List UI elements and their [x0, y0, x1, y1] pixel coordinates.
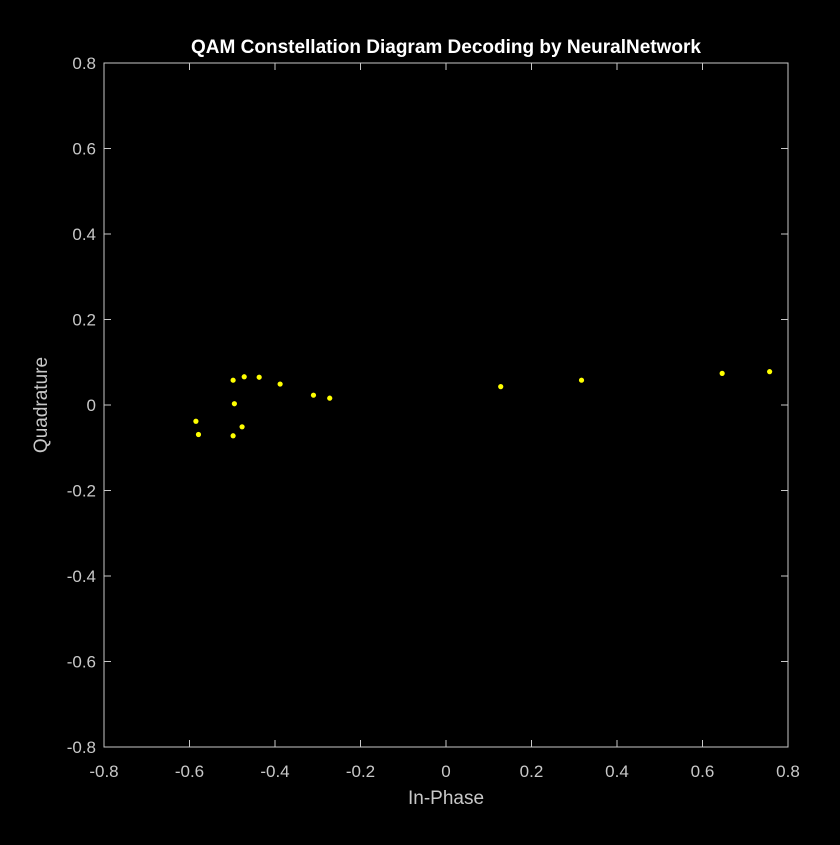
y-tick-label: 0: [87, 396, 96, 415]
data-point: [719, 370, 725, 376]
y-tick-label: 0.4: [72, 225, 96, 244]
chart-title: QAM Constellation Diagram Decoding by Ne…: [191, 37, 701, 58]
data-point: [241, 374, 247, 380]
x-tick-label: 0: [441, 762, 450, 781]
data-point: [277, 381, 283, 387]
ticks: -0.8 -0.6 -0.4 -0.2 0 0.2 0.4 0.6 0.8 -0.8 -0.6 -0.…: [67, 54, 800, 781]
y-tick-label: 0.8: [72, 54, 96, 73]
x-tick-label: 0.8: [776, 762, 800, 781]
data-point: [239, 424, 245, 430]
x-tick-label: 0.2: [520, 762, 544, 781]
y-tick-label: -0.2: [67, 482, 96, 501]
x-tick-label: -0.2: [346, 762, 375, 781]
data-point: [767, 369, 773, 375]
data-point: [230, 377, 236, 383]
data-point: [256, 374, 262, 380]
data-point: [310, 392, 317, 398]
x-tick-label: 0.6: [691, 762, 715, 781]
data-point: [578, 377, 585, 383]
data-points: [193, 369, 773, 439]
data-point: [230, 433, 236, 439]
data-point: [193, 418, 199, 424]
x-tick-label: 0.4: [605, 762, 629, 781]
data-point: [195, 431, 202, 438]
x-axis-label: In-Phase: [408, 788, 484, 809]
y-tick-label: -0.6: [67, 653, 96, 672]
y-axis-label: Quadrature: [31, 357, 52, 453]
x-tick-label: -0.8: [89, 762, 118, 781]
y-tick-label: 0.2: [72, 311, 96, 330]
y-tick-label: -0.8: [67, 738, 96, 757]
data-point: [231, 401, 237, 407]
y-tick-label: -0.4: [67, 567, 96, 586]
x-tick-label: -0.4: [260, 762, 289, 781]
data-point: [498, 384, 504, 390]
y-tick-label: 0.6: [72, 140, 96, 159]
x-tick-label: -0.6: [175, 762, 204, 781]
data-point: [327, 395, 333, 401]
